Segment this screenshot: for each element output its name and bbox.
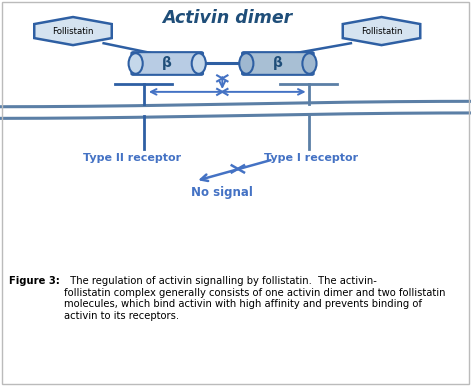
Text: Figure 3:: Figure 3: (9, 276, 60, 286)
FancyBboxPatch shape (242, 52, 314, 75)
Ellipse shape (192, 53, 206, 74)
Text: The regulation of activin signalling by follistatin.  The activin-
follistatin c: The regulation of activin signalling by … (64, 276, 445, 321)
Text: No signal: No signal (191, 186, 253, 200)
FancyBboxPatch shape (131, 52, 203, 75)
Text: β: β (162, 56, 172, 71)
Text: Follistatin: Follistatin (52, 27, 94, 36)
Text: Activin dimer: Activin dimer (162, 8, 292, 27)
Ellipse shape (239, 53, 253, 74)
Polygon shape (343, 17, 420, 45)
Text: β: β (273, 56, 283, 71)
Ellipse shape (302, 53, 317, 74)
Text: Follistatin: Follistatin (361, 27, 402, 36)
Polygon shape (34, 17, 112, 45)
Text: Type II receptor: Type II receptor (83, 152, 181, 163)
Ellipse shape (129, 53, 143, 74)
Text: Type I receptor: Type I receptor (264, 152, 358, 163)
